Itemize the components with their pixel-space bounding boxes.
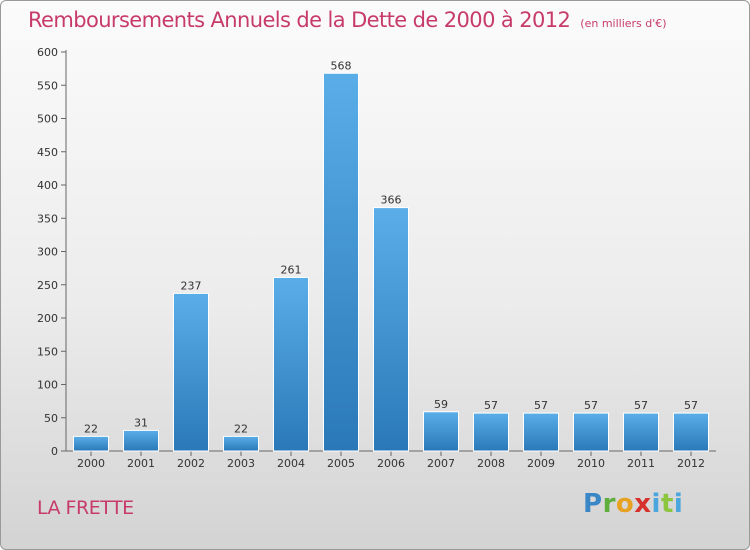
x-tick-label: 2001 [127, 457, 155, 470]
bar [173, 292, 209, 452]
bar [573, 412, 609, 452]
bar [473, 412, 509, 452]
x-tick-label: 2002 [177, 457, 205, 470]
x-tick-label: 2009 [527, 457, 555, 470]
bar-value-label: 57 [534, 399, 548, 412]
bar-value-label: 59 [434, 398, 448, 411]
y-tick-label: 50 [44, 412, 58, 425]
x-tick-label: 2003 [227, 457, 255, 470]
bar-value-label: 57 [484, 399, 498, 412]
y-tick-label: 600 [37, 46, 58, 59]
bar-value-label: 31 [134, 416, 148, 429]
y-tick-label: 250 [37, 279, 58, 292]
bar-value-label: 22 [84, 422, 98, 435]
bar [73, 435, 109, 452]
x-tick-label: 2007 [427, 457, 455, 470]
chart-subtitle: (en milliers d'€) [580, 17, 667, 30]
x-tick-label: 2010 [577, 457, 605, 470]
bar [273, 276, 309, 452]
proxiti-logo: Proxiti [583, 489, 684, 519]
y-tick-label: 400 [37, 179, 58, 192]
chart-axes: 0 50 100 150 200 250 300 350 400 450 500 550 600 2000… [37, 46, 716, 470]
y-tick-label: 350 [37, 212, 58, 225]
x-tick-label: 2004 [277, 457, 305, 470]
bar-value-label: 366 [381, 194, 402, 207]
bar [373, 207, 409, 452]
bar-value-label: 57 [584, 399, 598, 412]
bar [323, 72, 359, 452]
x-tick-label: 2011 [627, 457, 655, 470]
bar-value-label: 568 [331, 59, 352, 72]
x-tick-label: 2006 [377, 457, 405, 470]
y-tick-label: 500 [37, 113, 58, 126]
x-tick-label: 2008 [477, 457, 505, 470]
bar-value-label: 237 [181, 279, 202, 292]
bar [423, 411, 459, 452]
y-tick-label: 100 [37, 379, 58, 392]
bar-value-label: 57 [684, 399, 698, 412]
bar [523, 412, 559, 452]
x-tick-label: 2000 [77, 457, 105, 470]
y-tick-label: 150 [37, 345, 58, 358]
bar-value-label: 57 [634, 399, 648, 412]
bar [223, 435, 259, 452]
y-tick-label: 200 [37, 312, 58, 325]
y-tick-label: 550 [37, 79, 58, 92]
chart-bars: 22 31 237 22 261 568 366 59 57 57 57 57 57 [73, 59, 709, 452]
city-name: LA FRETTE [37, 497, 134, 519]
y-tick-label: 300 [37, 246, 58, 259]
bar [673, 412, 709, 452]
chart-title: Remboursements Annuels de la Dette de 20… [28, 8, 667, 32]
bar-value-label: 22 [234, 422, 248, 435]
bar [623, 412, 659, 452]
bar-value-label: 261 [281, 263, 302, 276]
y-tick-label: 450 [37, 146, 58, 159]
y-tick-label: 0 [51, 445, 58, 458]
x-tick-label: 2005 [327, 457, 355, 470]
x-tick-label: 2012 [677, 457, 705, 470]
bar [123, 429, 159, 452]
